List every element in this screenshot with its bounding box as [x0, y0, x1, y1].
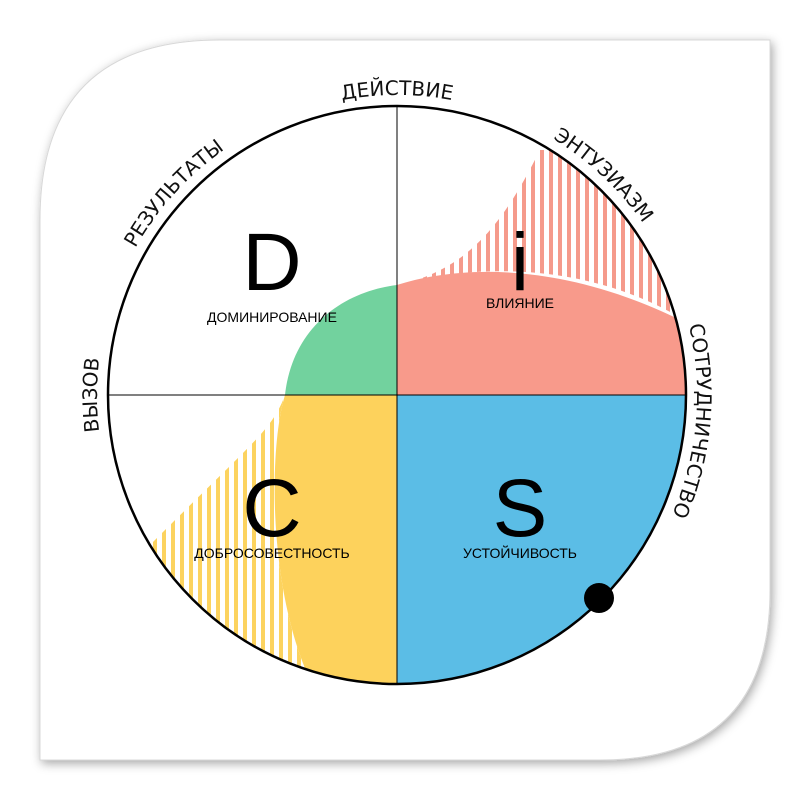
ring-label-path: ВЫЗОВ	[78, 356, 104, 433]
c-fill	[274, 395, 397, 684]
quadrant-letter: S	[493, 463, 548, 554]
dot	[584, 583, 614, 613]
quadrant-letter: i	[511, 217, 529, 308]
quadrant-label: ВЛИЯНИЕ	[486, 295, 554, 311]
d-fill	[285, 285, 397, 395]
circle	[106, 104, 688, 686]
quadrant-label: УСТОЙЧИВОСТЬ	[463, 544, 577, 561]
quadrant-label: ДОБРОСОВЕСТНОСТЬ	[194, 545, 349, 561]
quadrant-letter: C	[242, 463, 301, 554]
ring-label: ВЫЗОВ	[78, 356, 104, 433]
quadrant-letter: D	[242, 217, 301, 308]
quadrant-label: ДОМИНИРОВАНИЕ	[207, 309, 337, 325]
i-fill	[397, 271, 686, 395]
